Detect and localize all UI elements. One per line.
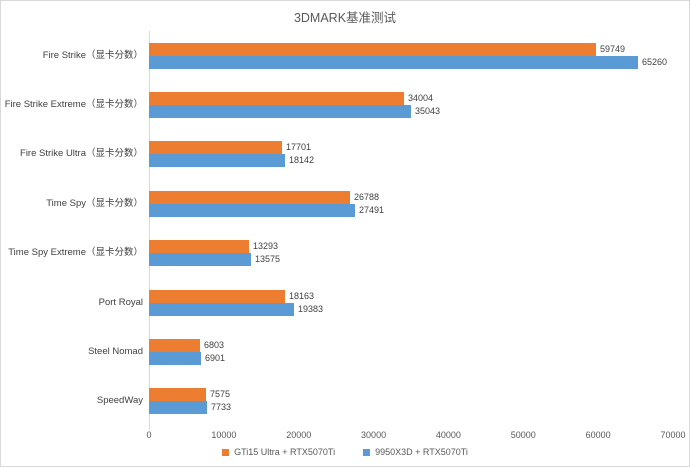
value-label: 34004 xyxy=(408,93,434,103)
category-label: Steel Nomad xyxy=(88,345,143,357)
value-label: 13293 xyxy=(253,241,279,251)
bar-series1 xyxy=(149,240,249,253)
value-label: 13575 xyxy=(255,254,281,264)
value-label: 17701 xyxy=(286,142,312,152)
bar-series2 xyxy=(149,253,251,266)
value-label: 65260 xyxy=(642,57,668,67)
bar-series1 xyxy=(149,141,282,154)
category-axis-line xyxy=(149,31,150,430)
legend: GTi15 Ultra + RTX5070Ti 9950X3D + RTX5070… xyxy=(1,447,689,457)
x-tick-label: 40000 xyxy=(435,430,461,440)
bar-series2 xyxy=(149,154,285,167)
x-tick-label: 50000 xyxy=(510,430,536,440)
category-label: Fire Strike Ultra（显卡分数） xyxy=(20,148,143,160)
x-tick-label: 10000 xyxy=(211,430,237,440)
category-label: Port Royal xyxy=(98,296,143,308)
category-label: Fire Strike（显卡分数） xyxy=(42,49,143,61)
value-label: 26788 xyxy=(354,192,380,202)
x-tick-label: 20000 xyxy=(286,430,312,440)
legend-swatch-series1 xyxy=(222,448,230,456)
bar-series1 xyxy=(149,339,200,352)
bar-series2 xyxy=(149,56,638,69)
legend-swatch-series2 xyxy=(363,448,371,456)
value-label: 35043 xyxy=(415,106,441,116)
category-label: Time Spy（显卡分数） xyxy=(46,197,143,209)
legend-item: 9950X3D + RTX5070Ti xyxy=(363,447,468,457)
bar-series1 xyxy=(149,290,285,303)
value-label: 18142 xyxy=(289,155,315,165)
x-tick-label: 0 xyxy=(146,430,152,440)
legend-label: GTi15 Ultra + RTX5070Ti xyxy=(234,447,336,457)
category-label: Fire Strike Extreme（显卡分数） xyxy=(4,99,143,111)
chart-title: 3DMARK基准测试 xyxy=(293,11,397,25)
category-label: SpeedWay xyxy=(96,395,143,407)
legend-label: 9950X3D + RTX5070Ti xyxy=(375,447,468,457)
value-label: 19383 xyxy=(298,304,324,314)
bar-series1 xyxy=(149,92,404,105)
value-label: 18163 xyxy=(289,291,315,301)
bar-series2 xyxy=(149,204,355,217)
category-label: Time Spy Extreme（显卡分数） xyxy=(8,247,143,259)
x-tick-label: 30000 xyxy=(361,430,387,440)
bar-series2 xyxy=(149,352,201,365)
value-label: 7575 xyxy=(210,389,231,399)
bar-series1 xyxy=(149,388,206,401)
bar-series2 xyxy=(149,401,207,414)
bar-series1 xyxy=(149,43,596,56)
value-label: 59749 xyxy=(600,44,626,54)
bar-series2 xyxy=(149,105,411,118)
x-tick-label: 70000 xyxy=(660,430,686,440)
value-label: 6803 xyxy=(204,340,225,350)
value-label: 27491 xyxy=(359,205,385,215)
value-label: 7733 xyxy=(211,402,232,412)
legend-item: GTi15 Ultra + RTX5070Ti xyxy=(222,447,335,457)
bar-series2 xyxy=(149,303,294,316)
value-label: 6901 xyxy=(205,353,226,363)
x-tick-label: 60000 xyxy=(585,430,611,440)
bar-series1 xyxy=(149,191,350,204)
